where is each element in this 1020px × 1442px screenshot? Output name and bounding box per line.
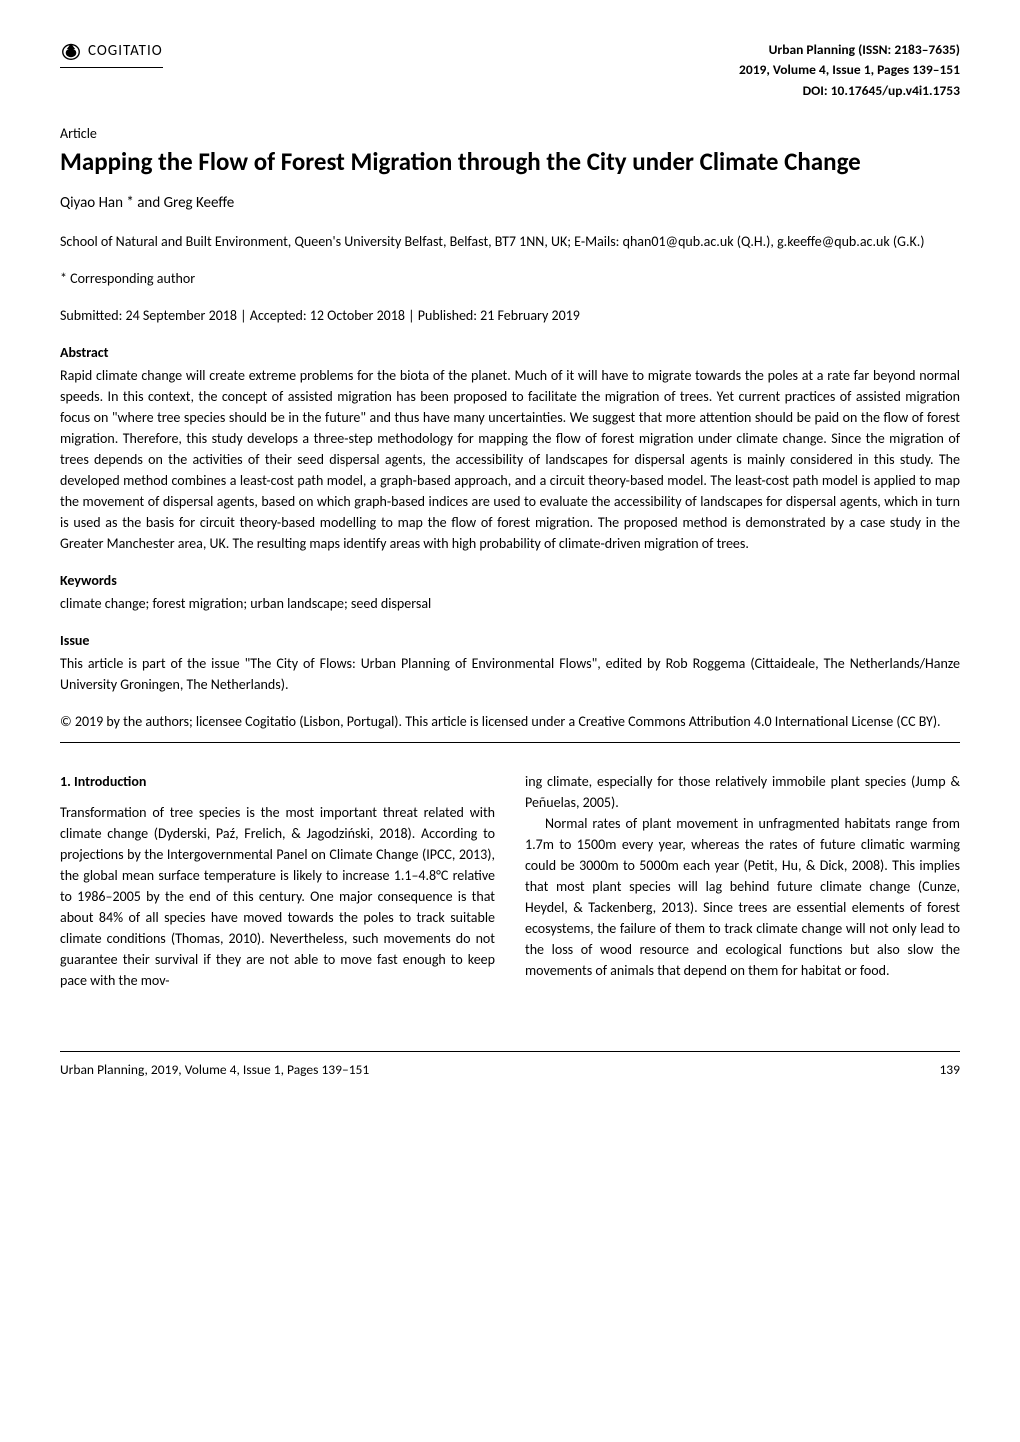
intro-paragraph-1-continued: ing climate, especially for those relati…	[525, 771, 960, 813]
license-text: © 2019 by the authors; licensee Cogitati…	[60, 711, 960, 743]
keywords-heading: Keywords	[60, 570, 960, 591]
journal-info: Urban Planning (ISSN: 2183–7635) 2019, V…	[739, 40, 960, 101]
publisher-logo: COGITATIO	[60, 40, 163, 68]
article-type-label: Article	[60, 123, 960, 144]
page-header: COGITATIO Urban Planning (ISSN: 2183–763…	[60, 40, 960, 101]
submission-dates: Submitted: 24 September 2018 | Accepted:…	[60, 305, 960, 326]
abstract-heading: Abstract	[60, 342, 960, 363]
introduction-heading: 1. Introduction	[60, 771, 495, 792]
issue-heading: Issue	[60, 630, 960, 651]
column-left: 1. Introduction Transformation of tree s…	[60, 771, 495, 991]
body-columns: 1. Introduction Transformation of tree s…	[60, 771, 960, 991]
keywords-text: climate change; forest migration; urban …	[60, 593, 960, 614]
publisher-name: COGITATIO	[88, 40, 163, 63]
footer-citation: Urban Planning, 2019, Volume 4, Issue 1,…	[60, 1060, 369, 1080]
abstract-text: Rapid climate change will create extreme…	[60, 365, 960, 554]
page-number: 139	[939, 1060, 960, 1080]
logo-icon	[60, 40, 82, 62]
intro-paragraph-2: Normal rates of plant movement in unfrag…	[525, 813, 960, 981]
page-footer: Urban Planning, 2019, Volume 4, Issue 1,…	[60, 1051, 960, 1080]
corresponding-author: * Corresponding author	[60, 268, 960, 289]
article-title: Mapping the Flow of Forest Migration thr…	[60, 146, 960, 179]
intro-paragraph-1: Transformation of tree species is the mo…	[60, 802, 495, 991]
journal-doi: DOI: 10.17645/up.v4i1.1753	[739, 81, 960, 101]
authors: Qiyao Han * and Greg Keeffe	[60, 192, 960, 215]
journal-volume: 2019, Volume 4, Issue 1, Pages 139–151	[739, 60, 960, 80]
column-right: ing climate, especially for those relati…	[525, 771, 960, 991]
journal-title: Urban Planning (ISSN: 2183–7635)	[739, 40, 960, 60]
issue-text: This article is part of the issue "The C…	[60, 653, 960, 695]
affiliation: School of Natural and Built Environment,…	[60, 231, 960, 252]
